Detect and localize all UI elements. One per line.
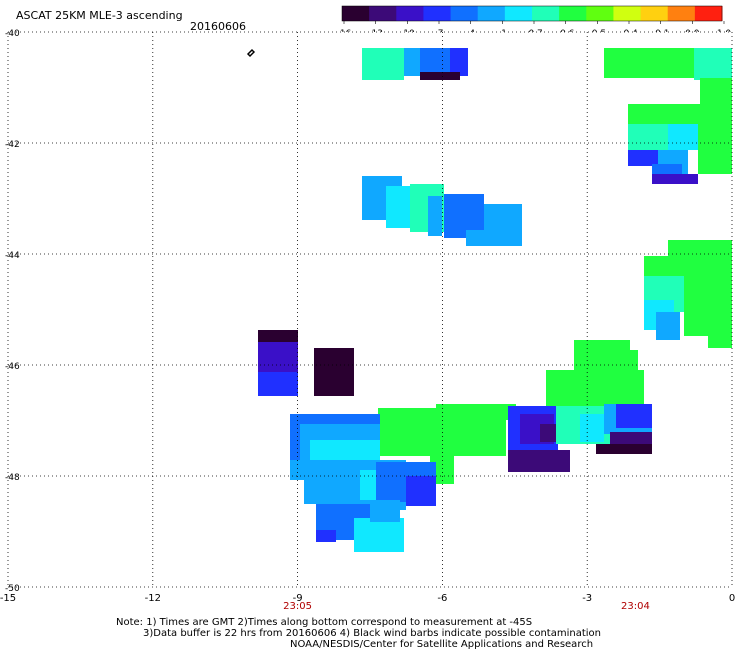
wind-cell (698, 124, 732, 174)
wind-cell (466, 230, 520, 246)
wind-cell (694, 48, 732, 80)
colorbar-swatch (342, 6, 370, 21)
wind-cell (290, 460, 330, 480)
wind-cell (420, 48, 450, 72)
wind-cell (616, 404, 652, 428)
colorbar-swatch (640, 6, 669, 21)
lon-tick-label: -3 (582, 593, 592, 604)
wind-cell (258, 372, 298, 396)
lon-tick-label: -9 (293, 593, 303, 604)
wind-cell (610, 432, 652, 444)
note-line-2: 3)Data buffer is 22 hrs from 20160606 4)… (143, 628, 601, 639)
wind-cell (628, 124, 668, 150)
note-line-3: NOAA/NESDIS/Center for Satellite Applica… (290, 639, 593, 650)
colorbar-swatch (532, 6, 560, 21)
colorbar-swatch (613, 6, 642, 21)
wind-cell (700, 78, 732, 106)
time-label: 23:04 (621, 601, 650, 612)
lon-tick-label: -6 (437, 593, 447, 604)
wind-cell (404, 48, 420, 76)
wind-cell (304, 480, 344, 504)
colorbar-swatch (369, 6, 397, 21)
note-line-1: Note: 1) Times are GMT 2)Times along bot… (116, 617, 532, 628)
wind-cell (596, 444, 652, 454)
wind-cell (420, 72, 460, 80)
lat-tick-label: -50 (5, 584, 20, 594)
product-date: 20160606 (190, 20, 246, 33)
colorbar-swatch (667, 6, 696, 21)
colorbar-swatch (504, 6, 533, 21)
wind-cell (604, 48, 694, 78)
wind-cell (354, 518, 404, 552)
wind-cell (628, 150, 658, 166)
wind-cell (644, 256, 732, 276)
lat-tick-label: -48 (5, 473, 20, 483)
colorbar-swatch (477, 6, 506, 21)
wind-cell (508, 450, 570, 472)
wind-swath-cells (258, 48, 732, 552)
time-label: 23:05 (283, 601, 312, 612)
wind-cell (586, 350, 638, 384)
colorbar-swatch (586, 6, 614, 21)
lat-tick-label: -44 (5, 251, 20, 261)
lon-tick-label: 0 (729, 593, 735, 604)
wind-cell (580, 414, 604, 442)
colorbar-swatch (423, 6, 452, 21)
wind-cell (450, 48, 468, 76)
wind-cell (258, 330, 298, 342)
wind-cell (628, 104, 732, 124)
wind-cell (428, 196, 442, 236)
lat-tick-label: -42 (5, 140, 20, 150)
wind-cell (652, 174, 698, 184)
lon-tick-label: -12 (145, 593, 161, 604)
colorbar-swatch (559, 6, 587, 21)
lon-tick-label: -15 (0, 593, 16, 604)
wind-cell (316, 530, 336, 542)
land-outline-icon (246, 48, 256, 58)
wind-cell (668, 240, 732, 256)
wind-cell (314, 348, 354, 396)
wind-cell (370, 500, 400, 522)
axis-labels: -15 -12 -9 -6 -3 0 -40 -42 -44 -46 -48 -50 23:05 23:0… (0, 29, 735, 612)
wind-cell (406, 476, 436, 506)
colorbar-frame (341, 5, 723, 22)
wind-cell (436, 404, 516, 420)
wind-cell (656, 312, 680, 340)
colorbar-swatch (694, 6, 723, 21)
wind-cell (362, 48, 404, 80)
wind-cell (668, 124, 698, 150)
wind-cell (708, 336, 732, 348)
lat-tick-label: -40 (5, 29, 20, 39)
wind-cell (684, 276, 732, 336)
lat-tick-label: -46 (5, 362, 20, 372)
product-title: ASCAT 25KM MLE-3 ascending (16, 9, 183, 22)
colorbar-swatch (450, 6, 479, 21)
graticule (7, 31, 733, 588)
colorbar-swatch (396, 6, 424, 21)
map-plot: -15 -12 -9 -6 -3 0 -40 -42 -44 -46 -48 -50 23:05 23:0… (0, 29, 735, 612)
